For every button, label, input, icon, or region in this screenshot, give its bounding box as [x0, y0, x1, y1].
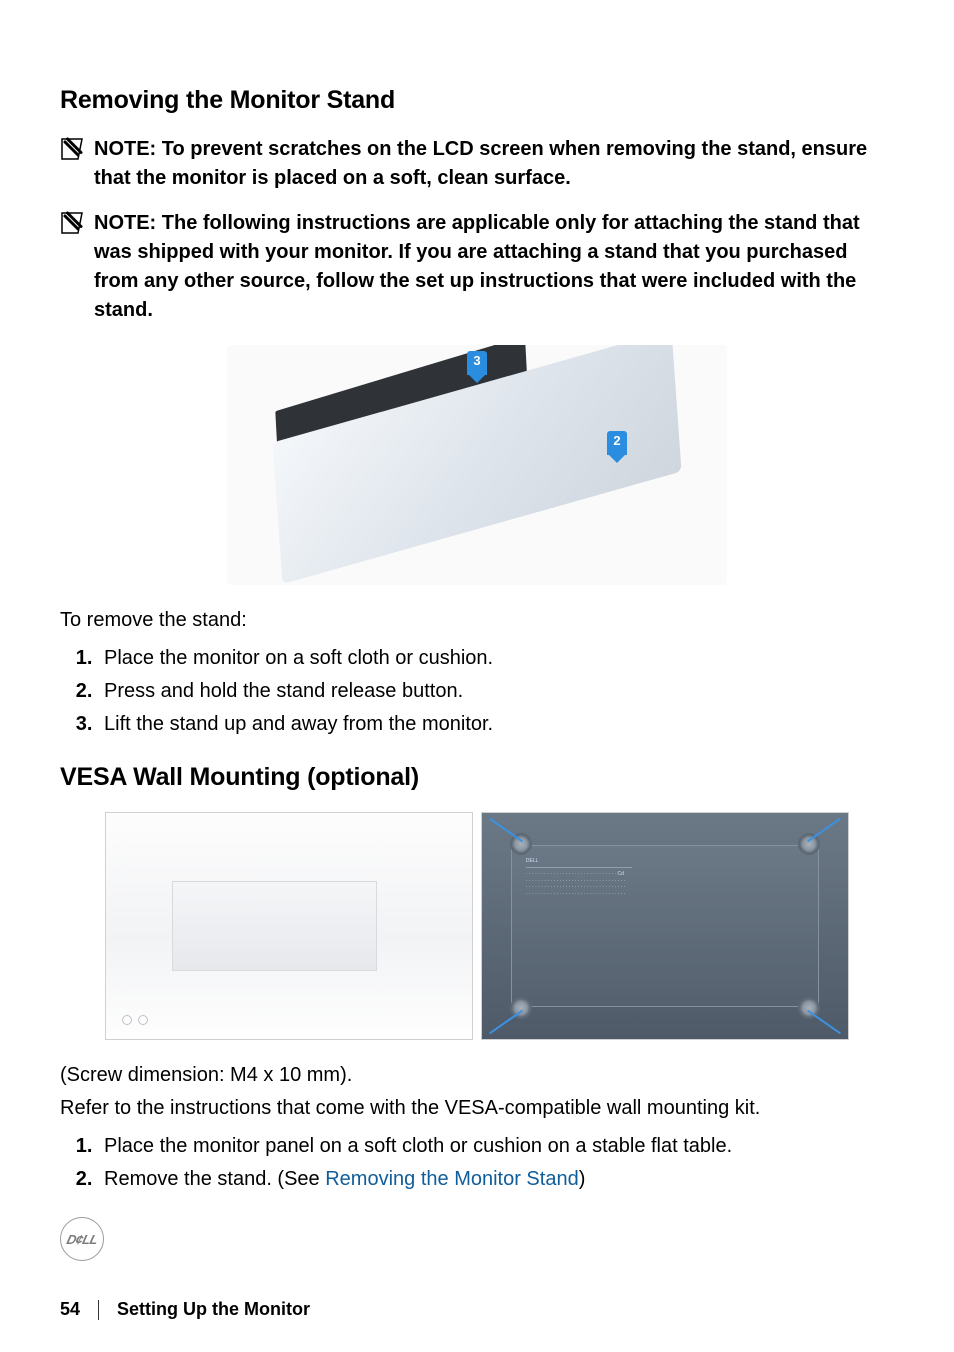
- dell-logo: D¢LL: [60, 1217, 894, 1261]
- list-item: Place the monitor panel on a soft cloth …: [98, 1130, 894, 1163]
- list-item: Place the monitor on a soft cloth or cus…: [98, 642, 894, 675]
- list-item: Press and hold the stand release button.: [98, 675, 894, 708]
- page-number: 54: [60, 1299, 80, 1320]
- vesa-intro: Refer to the instructions that come with…: [60, 1097, 894, 1120]
- dell-logo-text: D¢LL: [65, 1232, 99, 1247]
- callout-3: 3: [467, 351, 487, 375]
- page-footer: D¢LL 54 Setting Up the Monitor: [60, 1217, 894, 1320]
- step-text-pre: Remove the stand. (See: [104, 1168, 325, 1190]
- list-item: Remove the stand. (See Removing the Moni…: [98, 1163, 894, 1196]
- list-item: Lift the stand up and away from the moni…: [98, 708, 894, 741]
- steps-remove-stand: Place the monitor on a soft cloth or cus…: [98, 642, 894, 741]
- figure-vesa: DELL──────────────────────────────· · · …: [60, 812, 894, 1040]
- note-block-2: NOTE: The following instructions are app…: [60, 209, 894, 325]
- callout-2: 2: [607, 431, 627, 455]
- heading-vesa-mounting: VESA Wall Mounting (optional): [60, 763, 894, 792]
- note-icon: [60, 137, 84, 161]
- figure-monitor-back: DELL──────────────────────────────· · · …: [481, 812, 849, 1040]
- screw-dimension-note: (Screw dimension: M4 x 10 mm).: [60, 1064, 894, 1087]
- note-text-1: NOTE: To prevent scratches on the LCD sc…: [94, 135, 894, 193]
- figure-monitor-front: [105, 812, 473, 1040]
- link-removing-stand[interactable]: Removing the Monitor Stand: [325, 1168, 578, 1190]
- steps-vesa: Place the monitor panel on a soft cloth …: [98, 1130, 894, 1196]
- step-text-post: ): [579, 1168, 586, 1190]
- heading-removing-stand: Removing the Monitor Stand: [60, 86, 894, 115]
- note-block-1: NOTE: To prevent scratches on the LCD sc…: [60, 135, 894, 193]
- figure-remove-stand: 3 2: [227, 345, 727, 585]
- intro-remove-stand: To remove the stand:: [60, 609, 894, 632]
- section-title: Setting Up the Monitor: [117, 1299, 310, 1320]
- note-icon: [60, 211, 84, 235]
- note-text-2: NOTE: The following instructions are app…: [94, 209, 894, 325]
- footer-separator: [98, 1300, 99, 1320]
